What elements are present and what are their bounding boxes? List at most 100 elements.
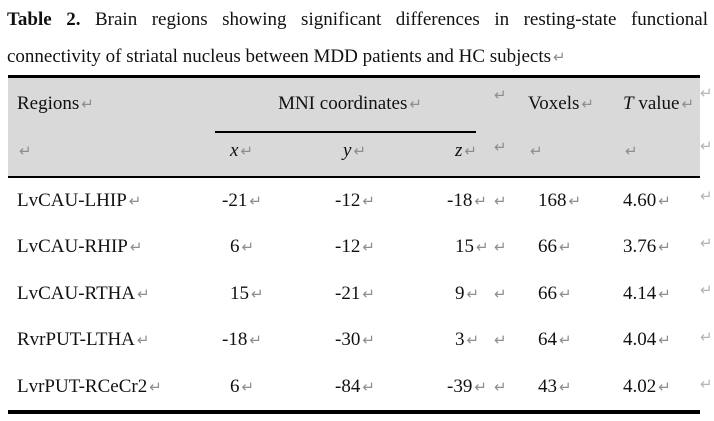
- cell-region: LvCAU-RTHA ↵: [8, 271, 215, 317]
- cell-return-icon: ↵: [362, 377, 375, 396]
- cell-return-icon: ↵: [464, 142, 477, 160]
- cell-return-icon: ↵: [466, 284, 480, 303]
- x-value: -21: [222, 190, 248, 211]
- cell-return-icon: ↵: [362, 238, 375, 257]
- header-cell-voxels-empty: ↵: [521, 135, 616, 176]
- cell-voxels: 168 ↵: [521, 178, 616, 224]
- cell-z: 9 ↵: [440, 271, 485, 317]
- header-cell-regions-empty: ↵: [8, 135, 215, 176]
- cell-t-value: 4.02 ↵: [616, 364, 700, 410]
- region-value: LvCAU-RHIP: [17, 236, 128, 258]
- cell-return-icon: ↵: [658, 238, 671, 257]
- cell-return-icon: ↵: [362, 192, 375, 210]
- voxels-value: 66: [538, 282, 557, 304]
- cell-z: 15 ↵: [440, 224, 489, 270]
- table-row: LvCAU-RTHA ↵ 15 ↵ -21 ↵ 9 ↵ ↵ 66 ↵ 4.14 ↵: [8, 270, 700, 318]
- caption-line-2: connectivity of striatal nucleus between…: [7, 43, 708, 71]
- cell-z: -18 ↵: [440, 178, 487, 224]
- cell-return-icon: ↵: [476, 238, 489, 257]
- x-value: 15: [230, 282, 249, 304]
- header-cell-z: z ↵: [440, 135, 485, 176]
- header-cell-x: x ↵: [215, 135, 328, 176]
- header-x-label: x: [230, 140, 239, 161]
- cell-y: -84 ↵: [328, 364, 440, 410]
- cell-return-icon: ↵: [136, 331, 150, 350]
- region-value: LvCAU-RTHA: [17, 282, 136, 304]
- cell-return-icon: ↵: [494, 86, 507, 104]
- voxels-value: 43: [538, 375, 557, 397]
- cell-x: 6 ↵: [215, 364, 328, 410]
- header-t-rest: value: [633, 93, 680, 114]
- cell-return-icon: ↵: [474, 377, 487, 396]
- cell-y: -12 ↵: [328, 224, 440, 270]
- cell-return-icon: ↵: [559, 331, 572, 350]
- row-end-return-icon: ↵: [700, 137, 713, 155]
- cell-return-icon: ↵: [81, 95, 94, 113]
- table-row: LvrPUT-RCeCr2 ↵ 6 ↵ -84 ↵ -39 ↵ ↵ 43 ↵ 4.02 ↵: [8, 363, 700, 410]
- cell-t-value: 4.14 ↵: [616, 271, 700, 317]
- row-end-return-icon: ↵: [700, 281, 713, 299]
- cell-return-icon: ↵: [249, 331, 262, 350]
- cell-region: RvrPUT-LTHA ↵: [8, 317, 215, 363]
- cell-return-icon: ↵: [658, 377, 671, 396]
- t-value: 4.04: [623, 329, 657, 351]
- header-z-label: z: [455, 140, 463, 161]
- x-value: -18: [222, 329, 248, 351]
- table-top-border: [8, 75, 700, 78]
- header-voxels-label: Voxels: [528, 93, 580, 114]
- cell-x: -21 ↵: [215, 178, 328, 224]
- cell-x: -18 ↵: [215, 317, 328, 363]
- z-value: 9: [455, 282, 465, 304]
- t-value: 3.76: [623, 236, 657, 258]
- cell-return-icon: ↵: [240, 142, 254, 160]
- cell-return-icon: ↵: [681, 95, 695, 113]
- table-header: Regions ↵ MNI coordinates ↵ ↵ Voxels ↵ T va…: [8, 78, 700, 176]
- paragraph-return-icon: ↵: [553, 48, 566, 66]
- cell-return-icon: ↵: [658, 192, 671, 210]
- z-value: -39: [447, 375, 473, 397]
- cell-z: -39 ↵: [440, 364, 487, 410]
- cell-z: 3 ↵: [440, 317, 485, 363]
- header-cell-empty-spacer-2: ↵: [485, 135, 521, 176]
- cell-return-icon: ↵: [494, 284, 507, 303]
- row-end-return-icon: ↵: [700, 328, 713, 346]
- region-value: RvrPUT-LTHA: [17, 329, 135, 351]
- cell-return-icon: ↵: [494, 192, 507, 210]
- voxels-value: 64: [538, 329, 557, 351]
- cell-empty-spacer: ↵: [485, 271, 521, 317]
- region-value: LvCAU-LHIP: [17, 190, 127, 211]
- voxels-value: 66: [538, 236, 557, 258]
- cell-y: -12 ↵: [328, 178, 440, 224]
- cell-region: LvCAU-RHIP ↵: [8, 224, 215, 270]
- row-end-return-icon: ↵: [700, 187, 713, 205]
- cell-return-icon: ↵: [494, 331, 507, 350]
- table-caption: Table 2. Brain regions showing significa…: [7, 6, 708, 71]
- cell-return-icon: ↵: [241, 377, 255, 396]
- z-value: -18: [447, 190, 473, 211]
- cell-voxels: 66 ↵: [521, 224, 616, 270]
- cell-t-value: 4.04 ↵: [616, 317, 700, 363]
- cell-return-icon: ↵: [466, 331, 480, 350]
- header-y-label: y: [343, 140, 352, 161]
- x-value: 6: [230, 375, 240, 397]
- cell-t-value: 3.76 ↵: [616, 224, 700, 270]
- data-table: Regions ↵ MNI coordinates ↵ ↵ Voxels ↵ T va…: [8, 75, 700, 414]
- cell-return-icon: ↵: [530, 142, 543, 160]
- cell-return-icon: ↵: [249, 192, 262, 210]
- cell-return-icon: ↵: [625, 142, 638, 160]
- z-value: 3: [455, 329, 465, 351]
- cell-return-icon: ↵: [137, 284, 150, 303]
- row-end-return-icon: ↵: [700, 84, 713, 102]
- cell-region: LvCAU-LHIP ↵: [8, 178, 215, 224]
- table-row: RvrPUT-LTHA ↵ -18 ↵ -30 ↵ 3 ↵ ↵ 64 ↵ 4.04 ↵: [8, 317, 700, 364]
- cell-return-icon: ↵: [353, 142, 367, 160]
- header-row-1: Regions ↵ MNI coordinates ↵ ↵ Voxels ↵ T va…: [8, 78, 700, 135]
- region-value: LvrPUT-RCeCr2: [17, 375, 148, 397]
- table-row: LvCAU-RHIP ↵ 6 ↵ -12 ↵ 15 ↵ ↵ 66 ↵ 3.76 ↵: [8, 224, 700, 271]
- cell-return-icon: ↵: [19, 142, 32, 160]
- cell-return-icon: ↵: [494, 238, 507, 257]
- header-cell-empty-spacer: ↵: [485, 78, 521, 135]
- cell-return-icon: ↵: [658, 331, 671, 350]
- row-end-return-icon: ↵: [700, 375, 713, 393]
